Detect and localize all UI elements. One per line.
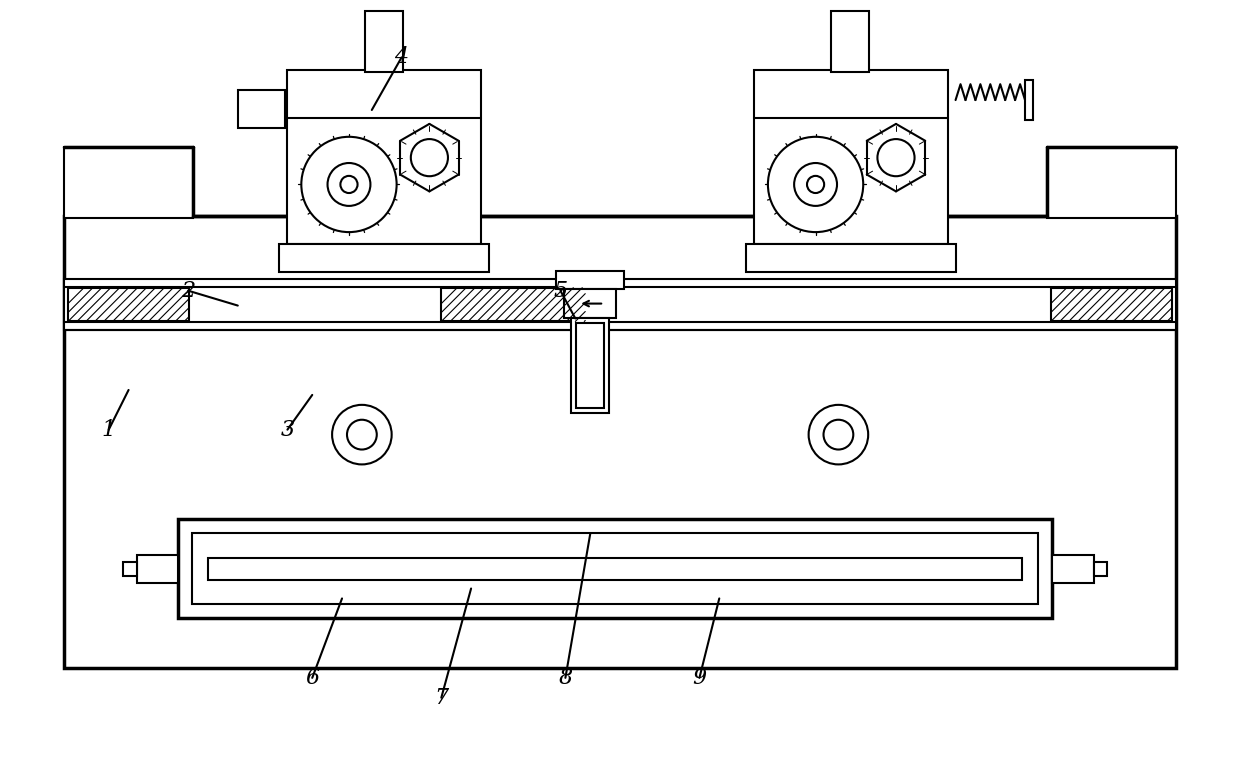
Bar: [238, 90, 285, 127]
Circle shape: [327, 163, 371, 206]
Text: 9: 9: [692, 667, 707, 689]
Bar: [557, 271, 624, 289]
Text: 8: 8: [558, 667, 573, 689]
Bar: [746, 244, 956, 272]
Bar: [365, 11, 403, 72]
Text: 3: 3: [280, 419, 294, 441]
Bar: [136, 554, 179, 583]
Circle shape: [808, 405, 868, 465]
Circle shape: [878, 139, 915, 176]
Bar: [123, 561, 136, 575]
Circle shape: [794, 163, 837, 206]
Circle shape: [332, 405, 392, 465]
Bar: [1094, 561, 1107, 575]
Bar: [68, 288, 190, 322]
Text: 6: 6: [305, 667, 320, 689]
Bar: [64, 279, 1176, 330]
Text: 7: 7: [434, 687, 449, 709]
Circle shape: [410, 139, 448, 176]
Bar: [279, 244, 489, 272]
Circle shape: [301, 137, 397, 232]
Circle shape: [823, 420, 853, 449]
Circle shape: [341, 176, 357, 193]
Bar: [288, 71, 481, 244]
Bar: [179, 519, 1052, 618]
Bar: [1050, 288, 1172, 322]
Text: 2: 2: [181, 280, 195, 302]
Text: 1: 1: [102, 419, 115, 441]
Bar: [577, 323, 604, 408]
Circle shape: [807, 176, 825, 193]
Bar: [1025, 80, 1033, 120]
Circle shape: [768, 137, 863, 232]
Bar: [1047, 147, 1176, 218]
Bar: [64, 147, 193, 218]
Bar: [208, 558, 1022, 580]
Bar: [564, 289, 616, 319]
Text: 5: 5: [553, 280, 568, 302]
Bar: [441, 288, 585, 322]
Bar: [192, 533, 1038, 604]
Bar: [572, 319, 609, 412]
Bar: [832, 11, 869, 72]
Bar: [1052, 554, 1094, 583]
Text: 4: 4: [394, 46, 409, 68]
Circle shape: [347, 420, 377, 449]
Bar: [754, 71, 947, 244]
Bar: [64, 217, 1176, 668]
